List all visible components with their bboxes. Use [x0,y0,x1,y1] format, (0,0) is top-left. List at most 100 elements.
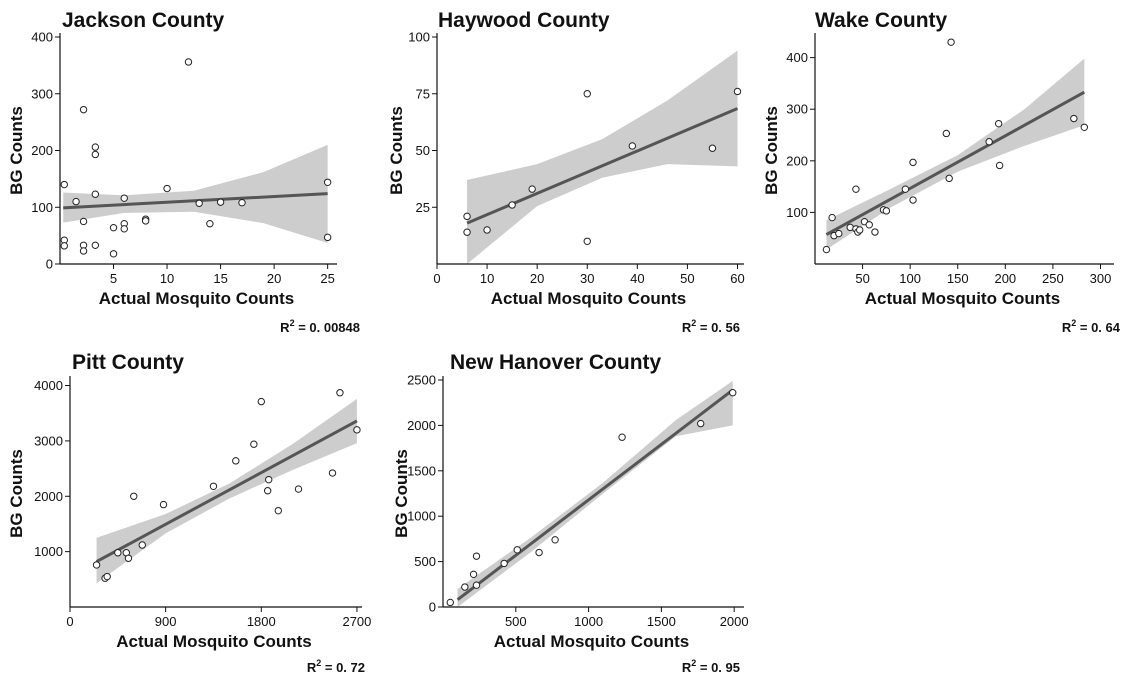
x-tick-label: 40 [630,271,644,286]
y-tick-label: 1000 [34,544,63,559]
data-point [91,190,100,198]
data-point [124,554,133,562]
data-point [583,90,591,98]
data-point [463,212,471,221]
data-point [195,199,203,207]
r-squared-annotation: R2 = 0. 56 [682,318,740,335]
x-tick-label: 300 [1090,271,1112,286]
confidence-band [826,58,1085,250]
r-squared-symbol: R [280,320,290,335]
scatter-chart: 100 200 300 400 50 100 150 200 250 300 Wake County… [762,9,1121,335]
x-tick-label: 1500 [647,614,676,629]
y-tick-label: 2000 [407,418,436,433]
x-tick-label: 25 [320,271,334,286]
r-squared-superscript: 2 [691,318,696,328]
panel-wake-county: 100 200 300 400 50 100 150 200 250 300 Wake County… [755,0,1132,340]
data-point [856,226,864,234]
data-point [238,199,246,207]
r-squared-value: = 0. 95 [696,660,740,675]
panel-haywood-county: 25 50 75 100 0 10 20 30 40 50 60 Haywood County Actu… [380,0,760,340]
data-point [446,598,454,607]
r-squared-annotation: R2 = 0. 00848 [280,318,360,335]
y-tick-label: 100 [31,200,53,215]
x-tick-label: 20 [530,271,544,286]
x-tick-label: 1000 [574,614,603,629]
data-point [865,221,873,229]
y-tick-label: 400 [786,50,808,65]
panel-pitt-county: 1000 2000 3000 4000 0 900 1800 2700 Pitt County A… [0,340,380,680]
data-point [353,426,361,434]
data-point [130,492,138,500]
panel-new-hanover-county: 0 500 1000 1500 2000 2500 500 1000 1500 2000 New H… [375,340,755,680]
y-tick-label: 1000 [407,509,436,524]
data-point [114,549,122,557]
y-tick-label: 2000 [34,489,63,504]
data-point [500,559,508,568]
data-point [472,552,481,560]
data-point [120,225,128,233]
x-tick-label: 100 [899,271,921,286]
data-point [871,228,879,236]
data-point [163,184,171,193]
y-tick-label: 0 [429,600,436,615]
y-tick-label: 0 [46,257,53,272]
data-point [120,194,128,202]
data-point [109,223,118,232]
y-tick-label: 100 [786,205,808,220]
data-point [909,158,917,167]
x-tick-label: 1800 [247,614,276,629]
data-point [60,242,68,250]
x-tick-label: 20 [267,271,281,286]
data-point [206,220,214,228]
data-point [79,217,88,226]
r-squared-value: = 0. 72 [321,660,365,675]
x-axis-label: Actual Mosquito Counts [116,632,311,651]
chart-title: Jackson County [62,9,225,32]
y-tick-label: 3000 [34,433,63,448]
data-point [618,433,626,441]
y-axis-label: BG Counts [7,449,26,538]
r-squared-annotation: R2 = 0. 64 [1062,318,1121,335]
x-tick-label: 150 [947,271,969,286]
data-point [733,87,742,96]
data-point [109,250,118,258]
x-tick-label: 10 [480,271,494,286]
data-point [250,440,258,448]
data-point [263,487,272,495]
data-point [551,536,559,544]
confidence-band [467,50,738,265]
data-point [942,129,951,138]
data-point [159,500,168,509]
x-tick-label: 30 [580,271,594,286]
scatter-chart: 1000 2000 3000 4000 0 900 1800 2700 Pitt County A… [7,351,371,675]
data-point [138,541,146,549]
regression-line [95,419,358,563]
y-axis-label: BG Counts [762,106,781,195]
data-point [323,178,332,186]
regression-line [466,107,739,225]
regression-line [456,388,734,601]
chart-title: Wake County [815,9,948,32]
data-point [995,161,1004,170]
confidence-band [63,144,328,244]
y-tick-label: 400 [31,30,53,45]
x-tick-label: 900 [155,614,177,629]
x-tick-label: 50 [855,271,869,286]
data-point [79,247,88,255]
data-point [708,144,717,152]
data-point [91,150,100,159]
chart-title: Pitt County [72,351,184,374]
x-tick-label: 10 [160,271,174,286]
data-point [72,197,80,206]
data-point [91,241,100,249]
data-point [79,105,88,114]
y-tick-label: 4000 [34,378,63,393]
y-axis-label: BG Counts [387,106,406,195]
x-axis-label: Actual Mosquito Counts [99,289,294,308]
y-tick-label: 25 [416,200,430,215]
data-point [513,546,521,554]
x-tick-label: 500 [505,614,527,629]
data-point [535,548,543,557]
r-squared-annotation: R2 = 0. 95 [682,658,740,675]
data-point [828,213,836,222]
